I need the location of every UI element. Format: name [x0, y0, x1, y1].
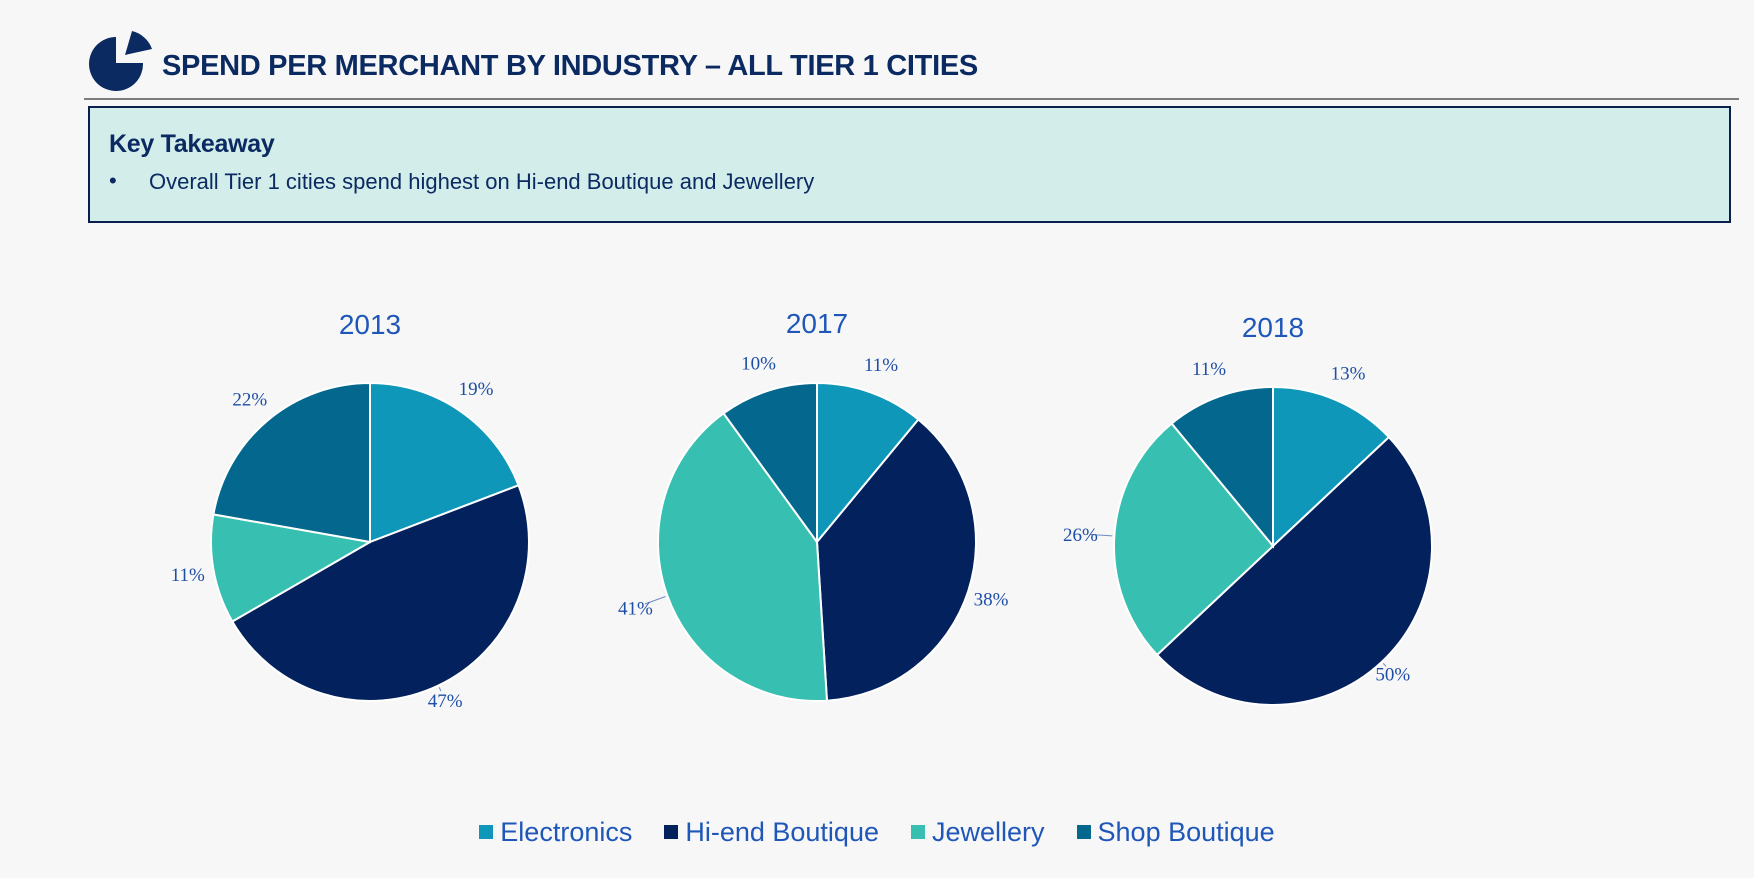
pie-slice-hi-end-boutique: [230, 483, 530, 702]
chart-title: 2017: [786, 308, 848, 339]
pie-slice-jewellery: [210, 513, 373, 623]
data-label-jewellery: 41%: [618, 598, 653, 619]
data-label-hi-end-boutique: 47%: [428, 691, 463, 712]
pie-slice-jewellery: [1113, 422, 1275, 657]
data-label-electronics: 11%: [864, 355, 898, 376]
page-title: SPEND PER MERCHANT BY INDUSTRY – ALL TIE…: [162, 50, 978, 82]
data-label-shop-boutique: 10%: [741, 353, 776, 374]
legend-label-shop-boutique: Shop Boutique: [1097, 816, 1275, 847]
legend-swatch-hi-end-boutique: [664, 825, 679, 839]
legend-item-jewellery: Jewellery: [910, 816, 1045, 848]
data-label-jewellery: 11%: [171, 565, 205, 586]
data-label-shop-boutique: 22%: [232, 390, 267, 411]
data-label-shop-boutique: 11%: [1192, 359, 1226, 380]
legend: Electronics Hi-end Boutique Jewellery Sh…: [0, 812, 1754, 852]
leader-line: [1382, 663, 1387, 667]
legend-item-shop-boutique: Shop Boutique: [1076, 816, 1275, 848]
pie-slice-hi-end-boutique: [815, 418, 977, 702]
legend-label-hi-end-boutique: Hi-end Boutique: [685, 816, 879, 847]
pie-slice-shop-boutique: [722, 381, 818, 546]
key-takeaway-box: Key Takeaway • Overall Tier 1 cities spe…: [88, 106, 1731, 223]
bullet-icon: •: [109, 168, 117, 193]
pie-slice-electronics: [1272, 385, 1391, 549]
title-divider: [84, 98, 1739, 100]
takeaway-bullet-text: Overall Tier 1 cities spend highest on H…: [149, 169, 815, 194]
data-label-hi-end-boutique: 50%: [1375, 665, 1410, 686]
data-label-electronics: 19%: [459, 379, 494, 400]
pie-slice-jewellery: [657, 411, 829, 703]
pie-slice-hi-end-boutique: [1155, 435, 1433, 706]
pie-chart-2018: 2018 13% 50% 26% 11%: [1063, 312, 1433, 706]
data-label-electronics: 13%: [1331, 364, 1366, 385]
pie-chart-2013: 2013 19% 47% 11% 22%: [171, 309, 530, 712]
pie-slice-electronics: [816, 381, 920, 545]
takeaway-heading: Key Takeaway: [109, 130, 275, 158]
legend-label-jewellery: Jewellery: [931, 816, 1045, 847]
leader-line: [644, 596, 666, 605]
pie-slice-shop-boutique: [212, 381, 371, 544]
leader-line: [438, 687, 442, 692]
pie-slice-shop-boutique: [1170, 385, 1274, 549]
legend-item-electronics: Electronics: [479, 817, 632, 848]
pie-slice-electronics: [369, 381, 520, 544]
legend-swatch-shop-boutique: [1076, 825, 1091, 839]
chart-title: 2013: [339, 309, 401, 340]
legend-swatch-jewellery: [910, 825, 925, 839]
legend-label-electronics: Electronics: [500, 816, 633, 847]
data-label-jewellery: 26%: [1063, 525, 1098, 546]
legend-item-hi-end-boutique: Hi-end Boutique: [664, 817, 879, 848]
legend-swatch-electronics: [479, 825, 494, 839]
pie-chart-2017: 2017 11% 38% 41% 10%: [618, 308, 1009, 703]
pie-logo-icon: [89, 31, 152, 91]
chart-title: 2018: [1242, 312, 1304, 343]
leader-line: [1090, 534, 1113, 537]
data-label-hi-end-boutique: 38%: [974, 590, 1009, 611]
